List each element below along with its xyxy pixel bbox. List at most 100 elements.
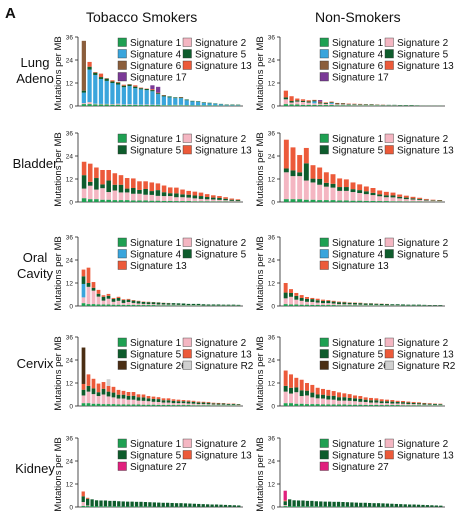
legend-swatch-signature-5	[384, 249, 394, 259]
legend-swatch-signature-2	[384, 133, 394, 143]
bar-segment-signature-5	[91, 388, 96, 395]
legend-swatch-signature-2	[384, 237, 394, 247]
bar-segment-signature-5	[390, 195, 396, 198]
bar-segment-signature-2	[229, 200, 235, 202]
bar-segment-signature-4	[87, 69, 92, 103]
bar-segment-signature-1	[363, 404, 368, 406]
bar-segment-signature-5	[294, 295, 299, 300]
bar-segment-signature-5	[439, 505, 443, 507]
bar-segment-signature-1	[385, 405, 389, 406]
bar-segment-signature-2	[156, 401, 161, 405]
bar-segment-signature-1	[323, 200, 329, 202]
bar-segment-signature-1	[94, 199, 99, 202]
y-tick-label: 12	[268, 177, 276, 184]
bar-segment-signature-4	[98, 78, 104, 104]
bar-segment-signature-5	[353, 302, 357, 305]
bar-segment-signature-5	[363, 191, 369, 195]
bar-segment-signature-4	[133, 88, 138, 105]
bar-segment-signature-5	[86, 283, 91, 287]
legend-swatch-signature-2	[182, 337, 192, 347]
bar-segment-signature-2	[86, 505, 90, 507]
bar-segment-signature-2	[358, 304, 363, 306]
bar-segment-signature-1	[126, 506, 130, 507]
bar-segment-signature-2	[118, 192, 124, 201]
bar-segment-signature-1	[370, 200, 376, 202]
bar-segment-signature-1	[369, 105, 374, 106]
bar-segment-signature-5	[170, 502, 174, 507]
bar-segment-signature-13	[289, 289, 293, 293]
bar-segment-signature-13	[101, 295, 106, 297]
bar-segment-signature-5	[369, 400, 373, 403]
bar-segment-signature-1	[310, 506, 314, 507]
bar-segment-signature-5	[363, 303, 368, 305]
bar-segment-signature-13	[131, 392, 136, 396]
bar-segment-signature-5	[94, 178, 99, 190]
bar-segment-signature-2	[374, 304, 379, 306]
bar-segment-signature-4	[116, 84, 121, 104]
bar-segment-signature-1	[335, 105, 340, 106]
bar-segment-signature-2	[151, 401, 156, 405]
bar-segment-signature-5	[283, 168, 289, 173]
legend-swatch-signature-1	[319, 237, 329, 247]
legend-label-signature-2: Signature 2	[195, 38, 247, 49]
bar-segment-signature-13	[397, 194, 403, 197]
bar-segment-signature-13	[126, 392, 131, 396]
bar-segment-signature-1	[111, 304, 116, 306]
bar-segment-signature-2	[211, 404, 216, 406]
bar-segment-signature-1	[176, 405, 181, 406]
bar-segment-signature-5	[416, 504, 421, 507]
bar-segment-signature-2	[86, 286, 91, 305]
bar-segment-signature-13	[326, 300, 331, 301]
bar-segment-signature-1	[134, 506, 139, 507]
bar-segment-signature-13	[323, 172, 329, 183]
bar-segment-signature-5	[167, 96, 172, 98]
bar-segment-signature-5	[116, 297, 121, 301]
bar-segment-signature-4	[127, 86, 132, 105]
bar-segment-signature-2	[217, 199, 222, 202]
bar-segment-signature-5	[150, 90, 155, 92]
bar-segment-signature-1	[171, 305, 176, 306]
bar-segment-signature-5	[118, 184, 124, 193]
y-tick-label: 0	[271, 505, 275, 512]
bar-segment-signature-1	[86, 304, 91, 306]
legend-label-signature-13: Signature 13	[397, 350, 454, 361]
legend-label-signature-5: Signature 5	[130, 350, 182, 361]
legend-swatch-signature-2	[182, 237, 192, 247]
bar-segment-signature-5	[350, 502, 354, 507]
bar-segment-signature-2	[106, 396, 111, 405]
bar-segment-signature-5	[96, 392, 101, 397]
legend-label-signature-1: Signature 1	[130, 439, 182, 450]
bar-segment-signature-5	[141, 397, 146, 401]
bar-segment-signature-2	[131, 193, 136, 201]
bar-segment-signature-5	[381, 503, 385, 507]
bar-segment-signature-1	[146, 404, 151, 406]
bar-segment-signature-5	[438, 305, 443, 306]
y-tick-label: 12	[66, 177, 74, 184]
bar-segment-signature-13	[94, 167, 99, 179]
bar-segment-signature-1	[305, 304, 309, 306]
row-label-cervix: Cervix	[16, 356, 54, 371]
bar-segment-signature-1	[406, 405, 411, 406]
bar-segment-signature-1	[161, 404, 166, 406]
bar-segment-signature-5	[155, 190, 161, 196]
bar-segment-signature-2	[161, 402, 166, 405]
bar-segment-signature-13	[403, 195, 409, 198]
bar-segment-signature-5	[340, 103, 346, 105]
legend-swatch-signature-1	[117, 438, 127, 448]
bar-segment-signature-5	[141, 301, 146, 304]
bar-segment-signature-5	[310, 392, 315, 398]
bar-segment-signature-1	[379, 305, 384, 306]
bar-segment-signature-5	[433, 305, 437, 306]
bar-segment-signature-1	[201, 405, 206, 406]
bar-segment-signature-5	[106, 295, 111, 299]
bar-segment-signature-2	[335, 104, 340, 106]
bar-segment-signature-5	[315, 394, 320, 399]
bar-segment-signature-1	[184, 105, 189, 106]
bar-segment-signature-1	[186, 201, 191, 202]
bar-segment-signature-2	[100, 188, 105, 200]
bar-segment-signature-1	[377, 201, 383, 202]
legend-label-signature-13: Signature 13	[195, 350, 252, 361]
bar-segment-signature-1	[121, 104, 126, 106]
bar-segment-signature-2	[96, 296, 101, 305]
bar-segment-signature-5	[283, 385, 288, 392]
